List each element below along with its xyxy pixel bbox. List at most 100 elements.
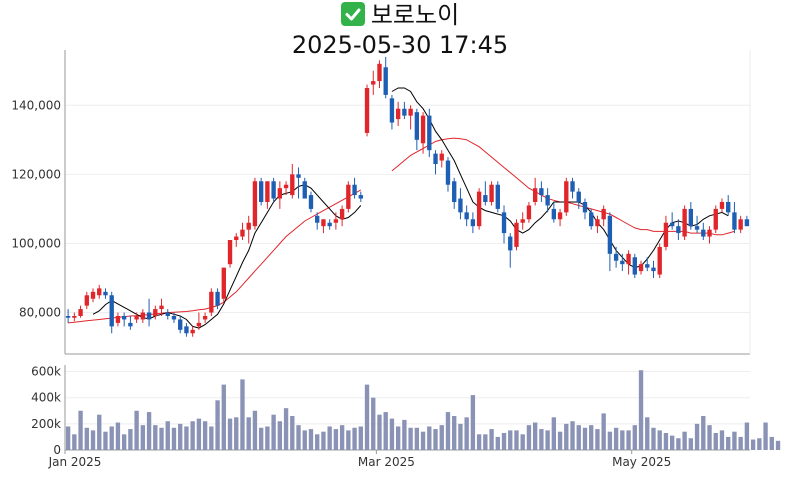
candle: [657, 243, 662, 278]
candle-body: [476, 191, 482, 227]
candle: [638, 260, 644, 275]
volume-tick-label: 200k: [31, 417, 61, 431]
volume-bar: [246, 417, 251, 450]
candle-body: [744, 219, 750, 227]
candle-body: [290, 174, 295, 196]
candle-body: [227, 240, 233, 265]
candle: [557, 208, 563, 227]
candle: [327, 219, 332, 230]
volume-bar: [227, 418, 233, 450]
volume-bar: [545, 430, 550, 450]
candle-body: [719, 202, 725, 209]
candle: [626, 250, 631, 275]
candle-body: [65, 316, 71, 318]
candle: [308, 191, 314, 213]
candle-body: [620, 260, 625, 265]
volume-bar: [445, 412, 451, 450]
candle-body: [196, 322, 202, 327]
candle: [346, 181, 351, 213]
candle: [570, 177, 575, 199]
candle-body: [607, 215, 613, 254]
volume-bar: [414, 427, 420, 450]
volume-bar: [271, 414, 276, 450]
candle-body: [84, 295, 89, 306]
candle-body: [501, 212, 507, 234]
candle: [377, 60, 382, 88]
candle-body: [732, 212, 737, 230]
volume-bar: [526, 425, 532, 450]
volume-bar: [196, 418, 202, 450]
volume-bar: [302, 430, 307, 450]
volume-bar: [607, 431, 613, 450]
volume-bar: [464, 417, 469, 450]
volume-tick-label: 0: [53, 443, 61, 457]
candle-body: [458, 198, 463, 213]
candle-body: [464, 212, 469, 220]
candle-body: [72, 316, 77, 318]
candle-body: [688, 208, 694, 227]
candle: [539, 181, 544, 202]
volume-bar: [72, 434, 77, 450]
candle-body: [246, 222, 251, 230]
volume-bar: [178, 423, 183, 450]
volume-bar: [165, 421, 170, 450]
candle-body: [452, 181, 457, 202]
volume-bar: [420, 431, 426, 450]
candle: [389, 94, 395, 130]
candle: [526, 202, 532, 223]
volume-bar: [252, 410, 258, 450]
candle: [707, 226, 712, 244]
candle: [514, 219, 519, 251]
candle-body: [352, 184, 357, 196]
candle-body: [682, 208, 687, 237]
volume-bar: [184, 426, 189, 450]
candle-body: [165, 312, 170, 316]
candle-body: [327, 222, 332, 227]
candle: [128, 316, 133, 330]
candle: [103, 288, 108, 299]
volume-bar: [364, 384, 370, 450]
candle-body: [651, 267, 656, 272]
candle: [732, 202, 737, 234]
candle-body: [632, 257, 637, 275]
candle-body: [433, 153, 438, 164]
candle: [713, 205, 718, 234]
candle-body: [420, 115, 426, 144]
candle: [564, 177, 569, 216]
candle: [694, 215, 700, 234]
candle-body: [90, 291, 96, 299]
price-tick-label: 80,000: [19, 306, 61, 320]
volume-bar: [757, 438, 762, 450]
candle-body: [514, 222, 519, 247]
candle-body: [557, 212, 563, 220]
volume-bar: [121, 434, 127, 450]
candle: [339, 205, 345, 227]
stock-name: 보로노이: [370, 1, 460, 29]
candle: [258, 177, 264, 206]
candle: [738, 215, 743, 234]
volume-bar: [97, 414, 102, 450]
ma20-line: [68, 137, 735, 324]
candle-body: [395, 108, 401, 120]
volume-bar: [277, 421, 283, 450]
volume-bar: [707, 425, 712, 450]
candle-body: [489, 184, 494, 202]
volume-bar: [508, 430, 513, 450]
volume-bar: [688, 438, 694, 450]
volume-bar: [159, 427, 164, 450]
candle-body: [271, 181, 276, 199]
x-tick-label: Mar 2025: [358, 455, 415, 469]
volume-bar: [626, 430, 631, 450]
volume-bar: [90, 430, 96, 450]
volume-bar: [240, 379, 245, 450]
candle: [196, 312, 202, 330]
x-tick-label: Jan 2025: [48, 455, 102, 469]
candle-body: [576, 191, 581, 202]
candle: [134, 312, 139, 323]
volume-bar: [234, 417, 239, 450]
volume-bar: [483, 434, 488, 450]
candle: [171, 312, 177, 323]
candle-body: [613, 253, 619, 261]
volume-bar: [221, 384, 226, 450]
candle: [445, 157, 451, 192]
